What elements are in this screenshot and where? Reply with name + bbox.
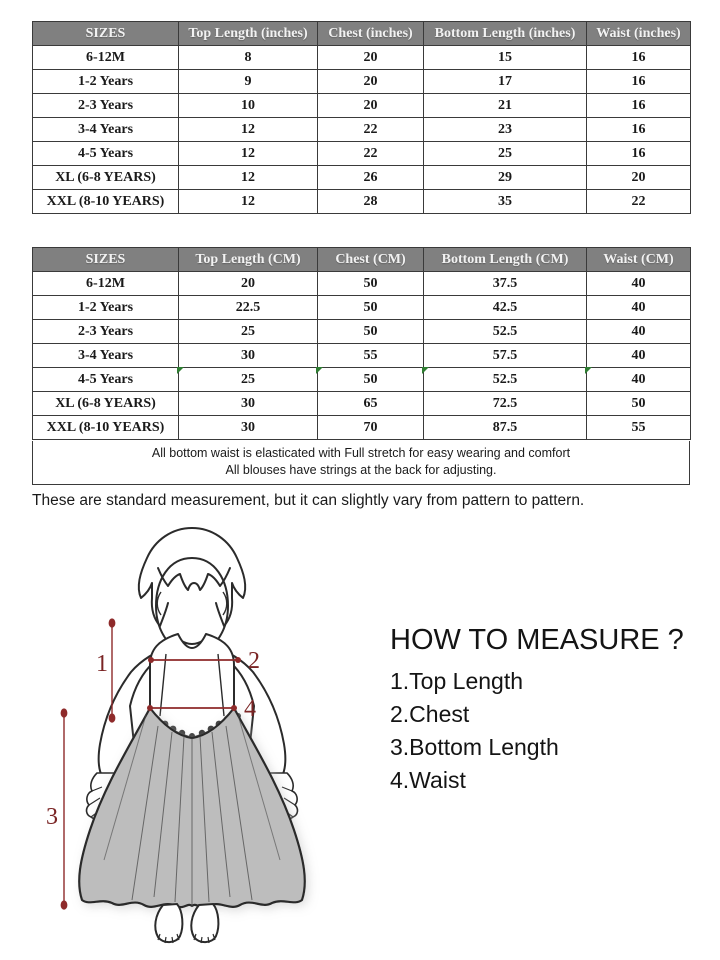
svg-text:3: 3 <box>46 804 58 830</box>
svg-text:2: 2 <box>248 648 260 674</box>
svg-text:4: 4 <box>244 696 256 722</box>
svg-text:1: 1 <box>96 651 108 677</box>
